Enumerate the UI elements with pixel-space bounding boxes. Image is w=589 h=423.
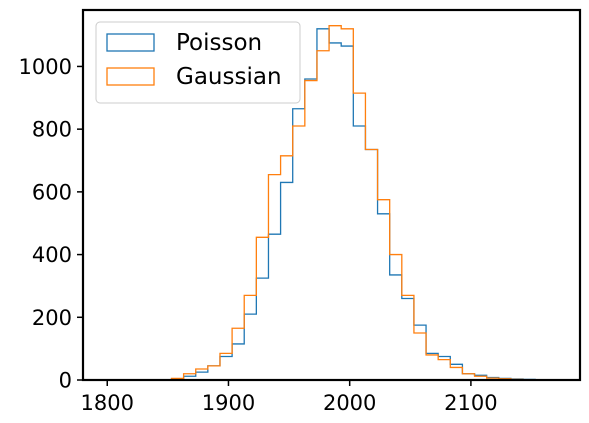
x-tick-label: 2000 bbox=[323, 391, 376, 415]
legend-label-gaussian: Gaussian bbox=[176, 64, 282, 90]
x-tick-label: 2100 bbox=[444, 391, 497, 415]
series-layer bbox=[170, 25, 536, 381]
legend-swatch-poisson bbox=[106, 33, 155, 52]
axes-frame bbox=[81, 8, 582, 382]
x-tick-label: 1800 bbox=[81, 391, 134, 415]
legend-box bbox=[95, 21, 301, 104]
x-tick-label: 1900 bbox=[202, 391, 255, 415]
legend-swatch-gaussian bbox=[106, 67, 155, 86]
y-tick-label: 1000 bbox=[19, 55, 72, 79]
legend: Poisson Gaussian bbox=[95, 21, 301, 104]
ticks-layer: 1800 1900 2000 2100 0 200 400 600 800 1000 bbox=[19, 55, 498, 415]
y-tick-label: 400 bbox=[32, 243, 72, 267]
axes-layer bbox=[81, 8, 582, 382]
y-tick-label: 800 bbox=[32, 118, 72, 142]
legend-label-poisson: Poisson bbox=[176, 30, 262, 56]
series-gaussian-step bbox=[170, 25, 536, 381]
y-tick-label: 0 bbox=[59, 369, 72, 393]
y-tick-label: 600 bbox=[32, 180, 72, 204]
y-tick-label: 200 bbox=[32, 306, 72, 330]
